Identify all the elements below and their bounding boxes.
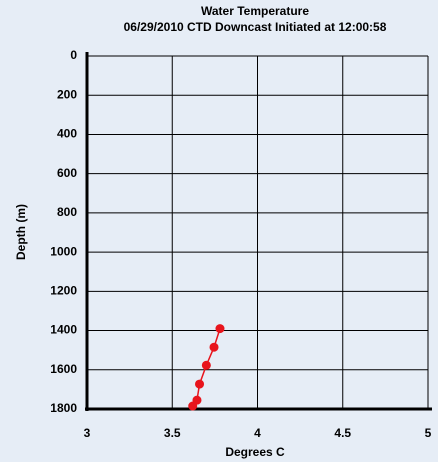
chart-subtitle: 06/29/2010 CTD Downcast Initiated at 12:…	[124, 20, 387, 34]
y-tick-label: 1600	[50, 362, 77, 376]
data-point	[215, 324, 225, 334]
y-tick-label: 800	[57, 205, 77, 219]
x-tick-label: 4.5	[334, 426, 351, 440]
data-point	[188, 401, 198, 411]
y-tick-label: 1800	[50, 401, 77, 415]
y-axis-label: Depth (m)	[14, 204, 28, 260]
y-tick-label: 1200	[50, 284, 77, 298]
data-point	[209, 342, 219, 352]
x-tick-label: 3	[84, 426, 91, 440]
y-tick-label: 0	[70, 48, 77, 62]
data-point	[201, 360, 211, 370]
y-tick-label: 1400	[50, 323, 77, 337]
x-axis-label: Degrees C	[225, 445, 285, 459]
x-tick-label: 5	[425, 426, 432, 440]
y-tick-label: 200	[57, 87, 77, 101]
chart-title: Water Temperature	[201, 4, 309, 18]
x-tick-label: 3.5	[164, 426, 181, 440]
y-tick-label: 400	[57, 127, 77, 141]
x-tick-label: 4	[254, 426, 261, 440]
y-tick-label: 600	[57, 166, 77, 180]
y-tick-label: 1000	[50, 244, 77, 258]
data-point	[195, 379, 205, 389]
